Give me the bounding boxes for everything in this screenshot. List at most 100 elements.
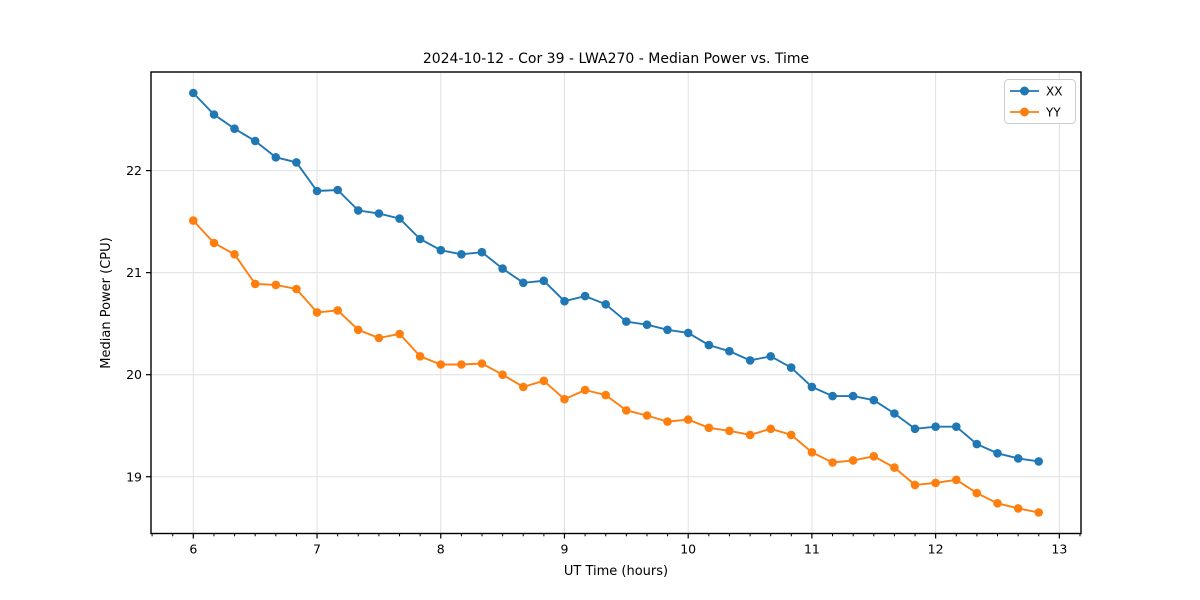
y-tick-label: 21 <box>126 265 142 280</box>
data-point <box>1013 454 1023 463</box>
data-point <box>498 264 507 273</box>
series-xx <box>189 88 1043 466</box>
data-point <box>931 422 940 432</box>
x-tick-label: 12 <box>928 542 944 557</box>
data-point <box>209 238 219 248</box>
data-point <box>848 456 858 465</box>
x-tick-label: 8 <box>437 542 445 557</box>
data-point <box>209 110 219 119</box>
x-tick-label: 13 <box>1051 542 1067 557</box>
data-point <box>292 284 301 294</box>
data-point <box>1013 504 1023 513</box>
data-point <box>910 424 920 434</box>
y-tick-label: 20 <box>126 367 142 382</box>
data-point <box>766 424 775 434</box>
data-point <box>642 320 652 330</box>
data-point <box>1034 457 1043 466</box>
data-point <box>250 136 260 146</box>
data-point <box>539 376 549 386</box>
data-point <box>663 417 672 426</box>
data-point <box>869 452 879 461</box>
data-point <box>580 385 590 395</box>
x-tick-label: 11 <box>804 542 820 557</box>
legend-marker-yy <box>1020 107 1029 117</box>
data-point <box>745 356 755 365</box>
y-tick-label: 19 <box>126 469 142 484</box>
data-point <box>704 340 714 350</box>
data-point <box>415 352 425 361</box>
data-point <box>725 426 734 436</box>
data-point <box>457 360 466 369</box>
data-point <box>952 475 961 485</box>
data-point <box>560 394 569 404</box>
data-point <box>292 158 301 167</box>
data-point <box>189 88 198 98</box>
data-point <box>395 329 404 339</box>
data-point <box>993 449 1002 458</box>
data-point <box>601 300 610 309</box>
data-point <box>622 317 631 326</box>
data-point <box>828 458 837 467</box>
data-point <box>271 153 281 162</box>
legend-entry-yy: YY <box>1010 106 1061 120</box>
data-point <box>807 382 817 392</box>
series-layer <box>189 88 1043 517</box>
y-tick-label: 22 <box>126 163 142 178</box>
data-point <box>333 306 343 315</box>
data-point <box>519 382 528 392</box>
series-line-yy <box>192 219 1039 514</box>
data-point <box>353 325 363 335</box>
grid-layer <box>151 72 1081 534</box>
data-point <box>477 359 487 368</box>
data-point <box>519 278 528 288</box>
data-point <box>704 423 714 433</box>
data-point <box>725 346 734 356</box>
legend-label-yy: YY <box>1045 106 1061 120</box>
series-line-xx <box>192 92 1039 463</box>
data-point <box>683 328 693 338</box>
data-point <box>250 279 260 289</box>
x-tick-label: 9 <box>560 542 568 557</box>
data-point <box>560 296 569 306</box>
x-tick-label: 7 <box>313 542 321 557</box>
data-point <box>457 250 466 259</box>
data-point <box>333 185 343 195</box>
data-point <box>436 245 446 255</box>
x-tick-label: 10 <box>680 542 696 557</box>
legend-entry-xx: XX <box>1010 85 1062 99</box>
data-point <box>910 480 920 490</box>
data-point <box>890 463 899 472</box>
data-point <box>580 291 590 301</box>
y-axis-label: Median Power (CPU) <box>99 237 114 368</box>
data-point <box>601 390 610 400</box>
data-point <box>353 206 363 215</box>
data-point <box>869 395 879 405</box>
data-point <box>807 448 817 457</box>
data-point <box>312 308 322 317</box>
series-yy <box>189 216 1043 517</box>
legend-label-xx: XX <box>1046 85 1062 99</box>
data-point <box>642 411 652 420</box>
data-point <box>993 499 1002 508</box>
data-point <box>230 250 239 259</box>
data-point <box>374 209 384 218</box>
data-point <box>374 333 384 343</box>
data-point <box>766 352 775 361</box>
data-point <box>952 422 961 432</box>
data-point <box>848 391 858 401</box>
data-point <box>539 276 549 286</box>
data-point <box>786 430 796 440</box>
data-point <box>436 360 446 369</box>
data-point <box>395 214 404 223</box>
chart-title: 2024-10-12 - Cor 39 - LWA270 - Median Po… <box>423 51 809 67</box>
plot-frame <box>150 71 1082 535</box>
data-point <box>745 430 755 440</box>
tick-layer: 6 7 8 9 10 11 12 13 19 20 21 22 <box>126 163 1081 557</box>
data-point <box>271 280 281 290</box>
legend-marker-xx <box>1020 86 1029 96</box>
data-point <box>931 478 940 488</box>
data-point <box>1034 508 1043 517</box>
data-point <box>477 247 487 257</box>
data-point <box>312 186 322 196</box>
